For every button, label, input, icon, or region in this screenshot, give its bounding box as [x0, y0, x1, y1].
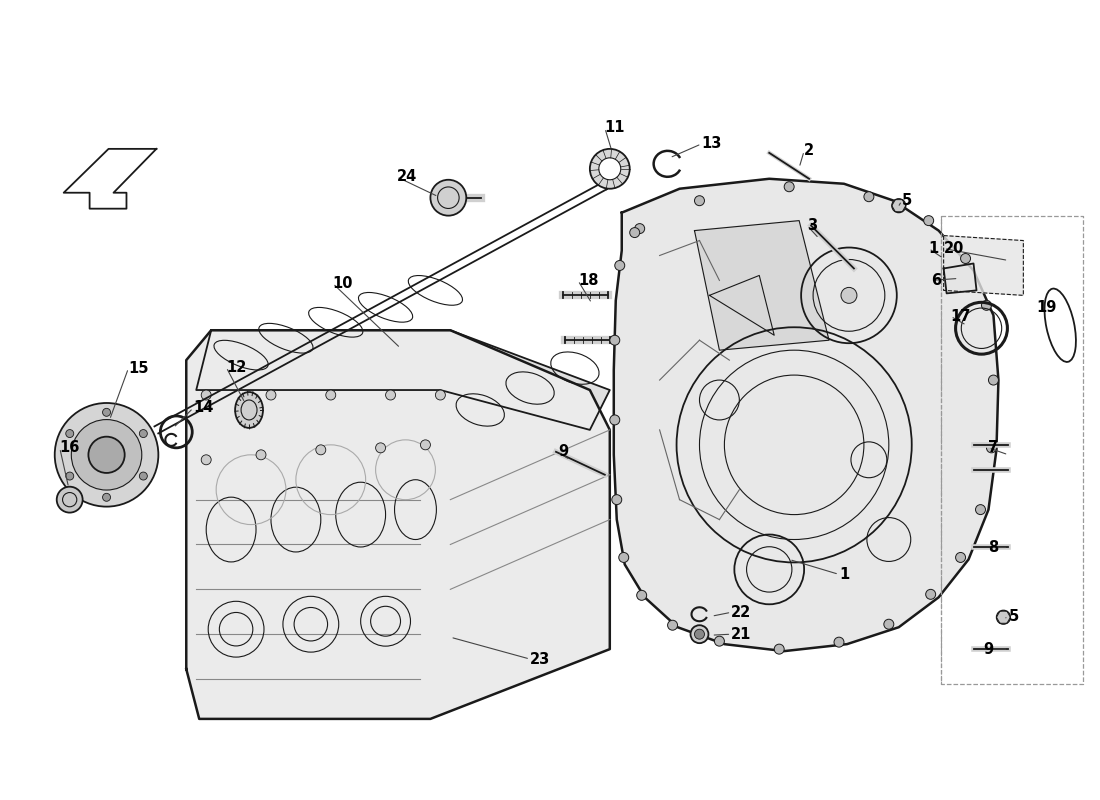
Circle shape: [598, 158, 620, 180]
Circle shape: [960, 254, 970, 263]
Text: 8: 8: [989, 540, 999, 555]
Text: 21: 21: [732, 626, 751, 642]
Circle shape: [615, 261, 625, 270]
Circle shape: [140, 472, 147, 480]
Circle shape: [386, 390, 396, 400]
Circle shape: [316, 445, 326, 455]
Circle shape: [66, 430, 74, 438]
Circle shape: [619, 553, 629, 562]
Circle shape: [714, 636, 725, 646]
Text: 15: 15: [129, 361, 149, 376]
Circle shape: [590, 149, 629, 189]
Circle shape: [987, 443, 997, 453]
Text: 5: 5: [902, 193, 912, 208]
Text: 7: 7: [989, 440, 999, 455]
Circle shape: [694, 630, 704, 639]
Circle shape: [140, 430, 147, 438]
Circle shape: [55, 403, 158, 506]
Circle shape: [102, 494, 110, 502]
Polygon shape: [196, 330, 609, 430]
Circle shape: [609, 415, 619, 425]
Text: 5: 5: [1009, 609, 1019, 624]
Circle shape: [256, 450, 266, 460]
Circle shape: [420, 440, 430, 450]
Circle shape: [102, 408, 110, 416]
Circle shape: [612, 494, 621, 505]
Text: 1: 1: [928, 241, 939, 256]
Ellipse shape: [235, 392, 263, 428]
Polygon shape: [944, 235, 1023, 295]
Text: 23: 23: [530, 651, 550, 666]
Circle shape: [609, 335, 619, 345]
Circle shape: [430, 180, 466, 216]
Polygon shape: [614, 178, 999, 651]
Circle shape: [668, 620, 678, 630]
Circle shape: [924, 216, 934, 226]
Text: 6: 6: [931, 273, 940, 288]
Circle shape: [989, 375, 999, 385]
Circle shape: [201, 390, 211, 400]
Text: 20: 20: [944, 241, 964, 256]
Circle shape: [637, 590, 647, 600]
Circle shape: [892, 198, 905, 213]
Text: 18: 18: [578, 273, 598, 288]
Text: 9: 9: [558, 444, 568, 459]
Circle shape: [72, 419, 142, 490]
Circle shape: [997, 610, 1011, 624]
Polygon shape: [694, 221, 829, 350]
Text: 10: 10: [333, 276, 353, 291]
Text: 9: 9: [983, 642, 993, 657]
Polygon shape: [64, 149, 156, 209]
Text: 14: 14: [194, 401, 213, 415]
Circle shape: [88, 437, 124, 473]
Circle shape: [375, 443, 386, 453]
Circle shape: [635, 224, 645, 234]
Circle shape: [883, 619, 894, 630]
Text: 3: 3: [807, 218, 817, 233]
Circle shape: [976, 505, 986, 514]
Circle shape: [834, 637, 844, 647]
Text: 19: 19: [1036, 300, 1057, 315]
Circle shape: [694, 196, 704, 206]
Circle shape: [266, 390, 276, 400]
Circle shape: [326, 390, 336, 400]
Circle shape: [691, 626, 708, 643]
Circle shape: [201, 455, 211, 465]
Text: 17: 17: [950, 309, 971, 324]
Text: 16: 16: [59, 440, 80, 455]
Text: 22: 22: [732, 605, 751, 620]
Polygon shape: [186, 330, 609, 719]
Circle shape: [66, 472, 74, 480]
Text: 13: 13: [702, 136, 722, 151]
Circle shape: [926, 590, 936, 599]
Circle shape: [629, 228, 640, 238]
Text: 2: 2: [804, 143, 814, 158]
Text: 24: 24: [396, 170, 417, 184]
Circle shape: [981, 300, 991, 310]
Text: 12: 12: [227, 360, 246, 374]
Circle shape: [956, 553, 966, 562]
Circle shape: [436, 390, 446, 400]
Circle shape: [57, 486, 82, 513]
Circle shape: [784, 182, 794, 192]
Text: 1: 1: [839, 567, 849, 582]
Text: 11: 11: [605, 121, 625, 135]
Circle shape: [864, 192, 873, 202]
Circle shape: [842, 287, 857, 303]
Circle shape: [774, 644, 784, 654]
